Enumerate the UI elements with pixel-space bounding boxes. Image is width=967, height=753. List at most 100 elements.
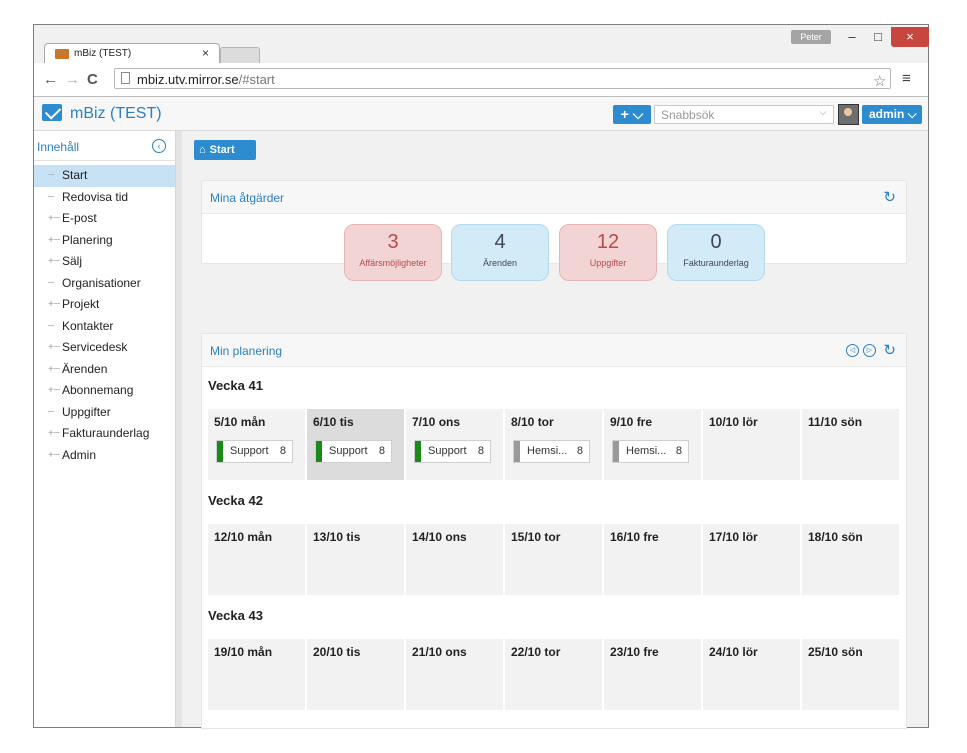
- day-cell[interactable]: 15/10 tor: [505, 524, 602, 595]
- day-cell[interactable]: 5/10 mån Support 8: [208, 409, 305, 480]
- sidebar-item-label: Uppgifter: [62, 404, 111, 419]
- event-chip[interactable]: Support 8: [315, 440, 392, 463]
- tree-connector-icon[interactable]: +┄: [48, 449, 60, 461]
- event-chip[interactable]: Hemsi... 8: [612, 440, 689, 463]
- event-chip[interactable]: Support 8: [414, 440, 491, 463]
- sidebar-item[interactable]: ┄ Kontakter: [34, 316, 175, 338]
- day-cell[interactable]: 22/10 tor: [505, 639, 602, 710]
- tree-connector-icon[interactable]: +┄: [48, 234, 60, 246]
- day-cell[interactable]: 24/10 lör: [703, 639, 800, 710]
- sidebar-item[interactable]: ┄ Organisationer: [34, 273, 175, 295]
- browser-menu-icon[interactable]: ≡: [902, 70, 911, 87]
- sidebar-item[interactable]: +┄ Admin: [34, 445, 175, 467]
- search-chevron-down-icon[interactable]: ⌵: [819, 107, 827, 118]
- day-cell[interactable]: 25/10 sön: [802, 639, 899, 710]
- day-cell[interactable]: 12/10 mån: [208, 524, 305, 595]
- new-tab-button[interactable]: [220, 47, 260, 63]
- day-label: 17/10 lör: [709, 530, 758, 544]
- day-cell[interactable]: 10/10 lör: [703, 409, 800, 480]
- sidebar-header: Innehåll ‹: [34, 131, 175, 161]
- action-tile[interactable]: 4 Ärenden: [451, 224, 549, 281]
- day-cell[interactable]: 16/10 fre: [604, 524, 701, 595]
- week-row: 19/10 mån 20/10 tis 21/10 ons 22/10 tor 23/1…: [208, 639, 900, 710]
- sidebar-item[interactable]: +┄ Ärenden: [34, 359, 175, 381]
- day-cell[interactable]: 21/10 ons: [406, 639, 503, 710]
- tree-connector-icon: ┄: [48, 170, 55, 181]
- app-title[interactable]: mBiz (TEST): [70, 105, 162, 122]
- avatar[interactable]: [838, 104, 859, 125]
- sidebar-item[interactable]: +┄ Abonnemang: [34, 380, 175, 402]
- action-count: 3: [387, 231, 399, 253]
- sidebar-item[interactable]: +┄ Planering: [34, 230, 175, 252]
- favicon-icon: [55, 49, 69, 59]
- tree-connector-icon[interactable]: +┄: [48, 363, 60, 375]
- back-icon[interactable]: ←: [43, 71, 58, 88]
- event-color-bar: [316, 441, 322, 462]
- day-cell[interactable]: 19/10 mån: [208, 639, 305, 710]
- day-cell[interactable]: 6/10 tis Support 8: [307, 409, 404, 480]
- day-label: 8/10 tor: [511, 415, 554, 429]
- breadcrumb[interactable]: ⌂ Start: [194, 140, 256, 160]
- next-week-icon[interactable]: ▷: [863, 344, 876, 357]
- url-host: mbiz.utv.mirror.se: [137, 72, 239, 87]
- sidebar-item[interactable]: ┄ Start: [34, 165, 175, 187]
- add-new-button[interactable]: + ⌵: [613, 105, 651, 124]
- tab-close-icon[interactable]: ×: [201, 46, 209, 60]
- action-count: 12: [596, 231, 620, 253]
- browser-window: mBiz (TEST) × Peter – □ × ← → C mbiz.utv…: [33, 24, 929, 729]
- day-cell[interactable]: 17/10 lör: [703, 524, 800, 595]
- action-tile[interactable]: 0 Fakturaunderlag: [667, 224, 765, 281]
- tree-connector-icon[interactable]: +┄: [48, 342, 60, 353]
- previous-week-icon[interactable]: ◁: [846, 344, 859, 357]
- event-chip[interactable]: Hemsi... 8: [513, 440, 590, 463]
- day-cell[interactable]: 14/10 ons: [406, 524, 503, 595]
- reload-icon[interactable]: C: [87, 71, 98, 88]
- sidebar-item[interactable]: ┄ Redovisa tid: [34, 187, 175, 209]
- day-label: 14/10 ons: [412, 530, 467, 544]
- day-cell[interactable]: 7/10 ons Support 8: [406, 409, 503, 480]
- sidebar-item[interactable]: +┄ Projekt: [34, 294, 175, 316]
- tree-connector-icon[interactable]: +┄: [48, 385, 60, 396]
- close-window-button[interactable]: ×: [891, 27, 929, 47]
- day-cell[interactable]: 18/10 sön: [802, 524, 899, 595]
- tree-connector-icon[interactable]: +┄: [48, 213, 60, 224]
- sidebar-item[interactable]: +┄ Sälj: [34, 251, 175, 273]
- sidebar-item[interactable]: +┄ Servicedesk: [34, 337, 175, 359]
- action-label: Uppgifter: [589, 258, 627, 268]
- my-planning-panel: Min planering ◁ ▷ ↻ Vecka 41 5/10 mån Supp…: [201, 333, 907, 729]
- sidebar-item-label: Start: [62, 168, 88, 182]
- day-cell[interactable]: 23/10 fre: [604, 639, 701, 710]
- sidebar-item[interactable]: +┄ Fakturaunderlag: [34, 423, 175, 445]
- minimize-button[interactable]: –: [848, 29, 856, 44]
- day-cell[interactable]: 20/10 tis: [307, 639, 404, 710]
- profile-badge[interactable]: Peter: [791, 30, 831, 44]
- sidebar-resize-handle[interactable]: [176, 131, 182, 727]
- day-cell[interactable]: 13/10 tis: [307, 524, 404, 595]
- quick-search-input[interactable]: [654, 105, 834, 124]
- sidebar-item[interactable]: +┄ E-post: [34, 208, 175, 230]
- event-chip[interactable]: Support 8: [216, 440, 293, 463]
- title-bar: mBiz (TEST) × Peter – □ ×: [34, 25, 929, 63]
- day-cell[interactable]: 11/10 sön: [802, 409, 899, 480]
- tree-connector-icon[interactable]: +┄: [48, 428, 60, 439]
- bookmark-star-icon[interactable]: ☆: [873, 73, 887, 90]
- maximize-button[interactable]: □: [874, 29, 882, 44]
- refresh-icon[interactable]: ↻: [883, 342, 896, 359]
- url-field[interactable]: mbiz.utv.mirror.se/#start: [114, 68, 891, 89]
- sidebar-item[interactable]: ┄ Uppgifter: [34, 402, 175, 424]
- day-cell[interactable]: 9/10 fre Hemsi... 8: [604, 409, 701, 480]
- tree-connector-icon[interactable]: +┄: [48, 256, 60, 267]
- user-menu-button[interactable]: admin ⌵: [862, 105, 922, 124]
- action-tile[interactable]: 12 Uppgifter: [559, 224, 657, 281]
- forward-icon[interactable]: →: [65, 71, 80, 88]
- day-label: 6/10 tis: [313, 415, 354, 429]
- refresh-icon[interactable]: ↻: [883, 189, 896, 206]
- browser-tab[interactable]: mBiz (TEST) ×: [44, 43, 220, 63]
- action-tile[interactable]: 3 Affärsmöjligheter: [344, 224, 442, 281]
- day-cell[interactable]: 8/10 tor Hemsi... 8: [505, 409, 602, 480]
- mbiz-logo-icon[interactable]: [42, 104, 62, 121]
- collapse-sidebar-icon[interactable]: ‹: [152, 139, 166, 153]
- tree-connector-icon[interactable]: +┄: [48, 299, 60, 310]
- action-label: Ärenden: [482, 258, 518, 268]
- day-label: 12/10 mån: [214, 530, 273, 544]
